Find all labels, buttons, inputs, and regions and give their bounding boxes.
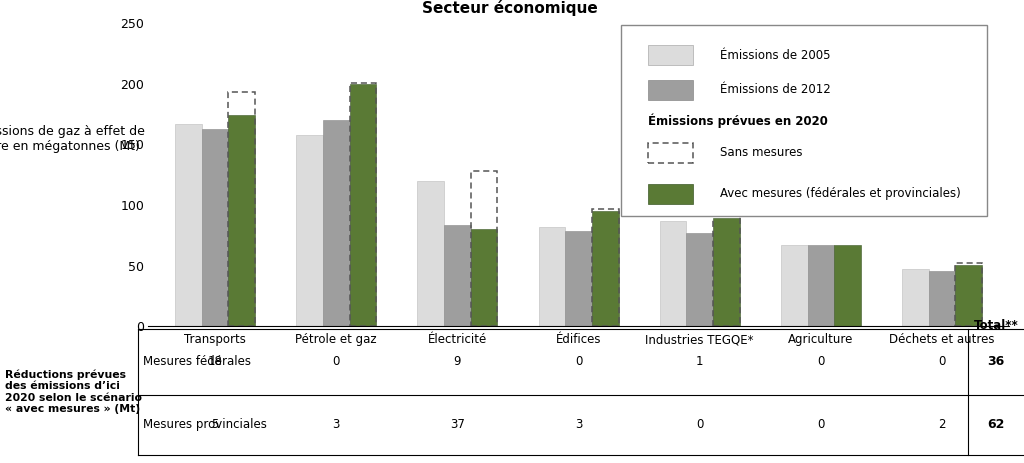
- Bar: [659, 221, 686, 326]
- Bar: [471, 229, 498, 326]
- Text: Émissions prévues en 2020: Émissions prévues en 2020: [648, 113, 828, 128]
- Text: 3: 3: [574, 418, 583, 431]
- Text: 37: 37: [450, 418, 465, 431]
- Text: 2: 2: [938, 418, 946, 431]
- Bar: [713, 219, 739, 326]
- Text: 0: 0: [817, 418, 824, 431]
- Bar: [713, 216, 739, 326]
- Text: 5: 5: [211, 418, 219, 431]
- Bar: [228, 92, 255, 326]
- Text: 36: 36: [987, 355, 1005, 368]
- FancyBboxPatch shape: [648, 45, 693, 65]
- Bar: [444, 225, 471, 326]
- Bar: [349, 82, 376, 326]
- Bar: [323, 120, 349, 326]
- Bar: [202, 129, 228, 326]
- Bar: [808, 245, 835, 326]
- Text: Émissions de 2012: Émissions de 2012: [720, 83, 830, 96]
- Title: Secteur économique: Secteur économique: [422, 0, 598, 16]
- Bar: [539, 227, 565, 326]
- Text: Sans mesures: Sans mesures: [720, 146, 803, 159]
- Bar: [686, 233, 713, 326]
- Text: 1: 1: [696, 355, 703, 368]
- Text: Émissions de 2005: Émissions de 2005: [720, 49, 830, 62]
- Bar: [471, 171, 498, 326]
- FancyBboxPatch shape: [648, 183, 693, 204]
- Text: 3: 3: [333, 418, 340, 431]
- Text: 0: 0: [817, 355, 824, 368]
- Bar: [349, 84, 376, 326]
- Text: 18: 18: [208, 355, 222, 368]
- Text: 9: 9: [454, 355, 461, 368]
- FancyBboxPatch shape: [621, 25, 987, 216]
- Bar: [781, 245, 808, 326]
- Text: Réductions prévues
des émissions d’ici
2020 selon le scénario
« avec mesures » (: Réductions prévues des émissions d’ici 2…: [5, 369, 142, 414]
- Bar: [902, 269, 929, 326]
- Bar: [955, 263, 982, 326]
- Text: Mesures provinciales: Mesures provinciales: [143, 418, 267, 431]
- FancyBboxPatch shape: [648, 80, 693, 100]
- Text: 62: 62: [987, 418, 1005, 431]
- Text: 0: 0: [333, 355, 340, 368]
- Bar: [565, 231, 592, 326]
- Bar: [929, 270, 955, 326]
- Bar: [835, 245, 861, 326]
- Text: 0: 0: [574, 355, 583, 368]
- Text: 0: 0: [696, 418, 703, 431]
- Text: Émissions de gaz à effet de
serre en mégatonnes (Mt): Émissions de gaz à effet de serre en még…: [0, 124, 144, 153]
- Bar: [296, 135, 323, 326]
- Bar: [955, 264, 982, 326]
- Text: Avec mesures (fédérales et provinciales): Avec mesures (fédérales et provinciales): [720, 187, 961, 200]
- Text: 0: 0: [938, 355, 946, 368]
- Bar: [228, 115, 255, 326]
- Bar: [175, 124, 202, 326]
- Text: Total**: Total**: [974, 319, 1018, 332]
- Bar: [418, 181, 444, 326]
- Bar: [592, 209, 618, 326]
- Text: Mesures fédérales: Mesures fédérales: [143, 355, 251, 368]
- Bar: [592, 211, 618, 326]
